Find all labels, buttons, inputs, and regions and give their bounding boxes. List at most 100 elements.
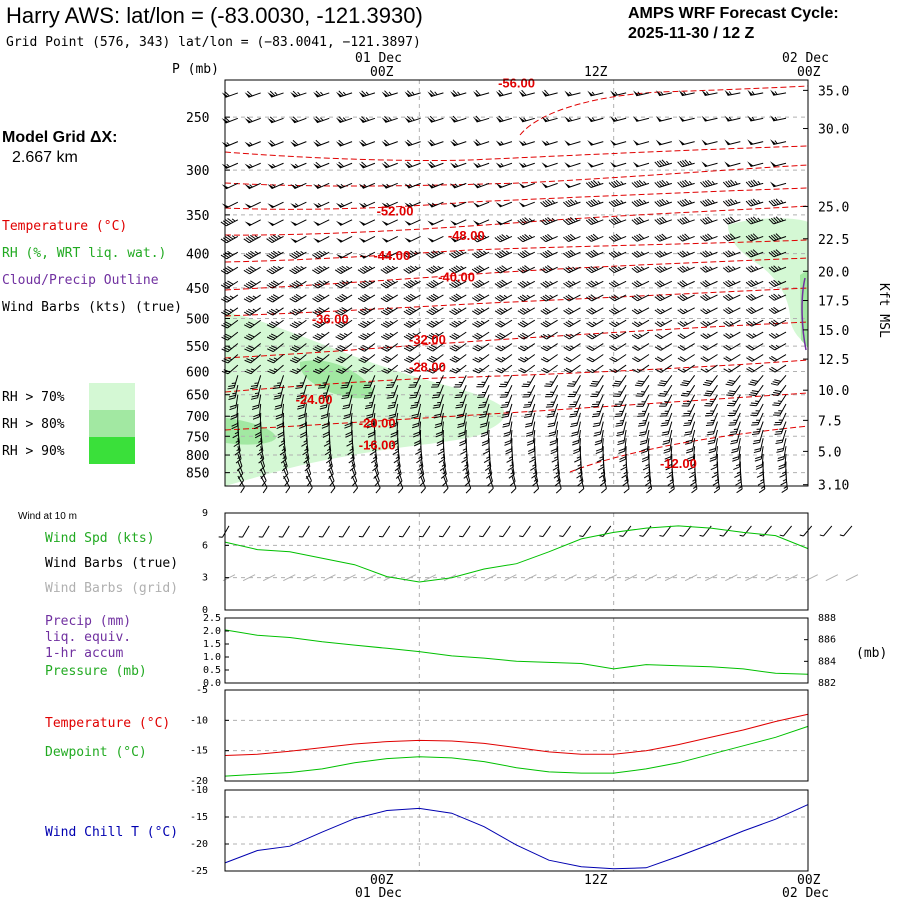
wind-barb	[564, 116, 581, 123]
grid-wind-barb	[242, 574, 256, 582]
wind-barb	[495, 364, 513, 374]
wind-barb	[745, 279, 764, 288]
precip-liq-label: liq. equiv.	[45, 630, 131, 645]
wind-barb	[432, 394, 444, 409]
wind-barb	[289, 280, 307, 289]
isotherm-line	[224, 359, 809, 393]
wind-barb	[612, 375, 627, 387]
wind-barb	[449, 319, 467, 328]
wind-barb	[494, 294, 513, 302]
grid-wind-barb	[524, 574, 537, 582]
wind-barb	[244, 354, 262, 364]
wind-barb	[727, 403, 741, 417]
top-time-tick-label: 12Z	[584, 65, 608, 80]
wind-barb	[334, 280, 353, 289]
wind-10m-frame	[224, 512, 809, 611]
wind-barb	[610, 161, 627, 168]
wind-barb	[295, 375, 307, 389]
wind-barb	[722, 198, 741, 207]
isotherm-line	[569, 425, 809, 473]
wind-barb	[427, 236, 444, 243]
wind-barb	[540, 343, 558, 352]
wind-barb	[290, 116, 307, 124]
wind-barb	[748, 384, 764, 397]
wind-barb	[768, 249, 787, 258]
y-tick-label: 1.5	[203, 639, 221, 650]
wind-barb	[228, 385, 239, 400]
wind-barb	[481, 429, 490, 446]
grid-wind-barb	[343, 574, 356, 582]
wind-barb	[614, 403, 627, 418]
wind-barb	[541, 182, 558, 189]
wind-barb	[587, 140, 604, 146]
wind-barb	[313, 236, 330, 243]
wind-barb	[427, 161, 444, 169]
wind-barb	[358, 116, 376, 123]
wind-barb	[701, 90, 718, 96]
wind-barb	[328, 475, 336, 494]
height-tick-label: 35.0	[818, 84, 849, 99]
wind-barb	[495, 343, 513, 352]
wind-barb	[408, 375, 422, 388]
wind-barb	[244, 201, 261, 209]
wind-barb	[366, 412, 376, 429]
wind-barb	[494, 279, 513, 288]
grid-wind-barb	[463, 574, 477, 582]
wind-barb	[502, 412, 513, 428]
wind-barb	[250, 385, 262, 400]
wind-barb	[585, 249, 604, 258]
wind-barb	[745, 331, 764, 339]
wind-barb	[691, 475, 698, 494]
wind-barb	[616, 421, 627, 437]
wind-barb	[572, 429, 581, 446]
height-tick-label: 15.0	[818, 324, 849, 339]
wind-barb	[298, 403, 307, 420]
wind-barb	[266, 331, 284, 341]
wind-barb	[726, 394, 741, 407]
wind-barb	[494, 250, 513, 259]
wind-barb	[595, 438, 604, 455]
forecast-cycle-value: 2025-11-30 / 12 Z	[628, 25, 755, 42]
grid-wind-barb	[765, 574, 778, 582]
wind-barb	[586, 294, 604, 302]
wind-barb	[587, 161, 604, 168]
wind-barb	[426, 331, 444, 340]
wind-barb	[747, 161, 764, 167]
wind-barb	[541, 140, 558, 146]
surface-wind-barb	[218, 525, 230, 538]
wind-barb	[283, 468, 290, 487]
wind-barb	[404, 236, 421, 243]
wind-barb	[710, 453, 718, 471]
wind-barb	[381, 354, 399, 363]
wind-barb	[609, 331, 627, 340]
wind-barb	[289, 319, 307, 329]
wind-barb	[700, 331, 718, 339]
wind-barb	[501, 403, 513, 419]
wind-barb	[654, 364, 673, 373]
wind-barb	[442, 468, 448, 487]
wind-barb	[615, 412, 627, 427]
wind-barb	[404, 90, 421, 98]
wind-barb	[724, 115, 741, 122]
wind-barb	[290, 162, 307, 169]
wind-barb	[367, 421, 376, 438]
wind-barb	[396, 468, 403, 487]
wind-barb	[745, 179, 764, 188]
wind-barb	[661, 421, 673, 436]
wind-barb	[244, 319, 261, 329]
wind-barb	[771, 384, 787, 397]
wind-barb	[654, 198, 672, 207]
wind-barb	[637, 403, 650, 417]
wind-barb	[573, 438, 581, 455]
y-right-tick-label: 886	[818, 635, 836, 646]
wind-barb	[540, 265, 558, 274]
wind-barb	[638, 421, 650, 436]
bottom-time-tick-label: 00Z	[797, 873, 821, 888]
wind-barb	[381, 139, 398, 147]
rh-legend: RH > 70% RH > 80% RH > 90%	[2, 383, 135, 464]
wind-barb	[317, 375, 330, 389]
wind-10m-barbs	[218, 525, 859, 582]
wind-barb	[387, 394, 399, 409]
grid-wind-barb	[383, 574, 396, 582]
